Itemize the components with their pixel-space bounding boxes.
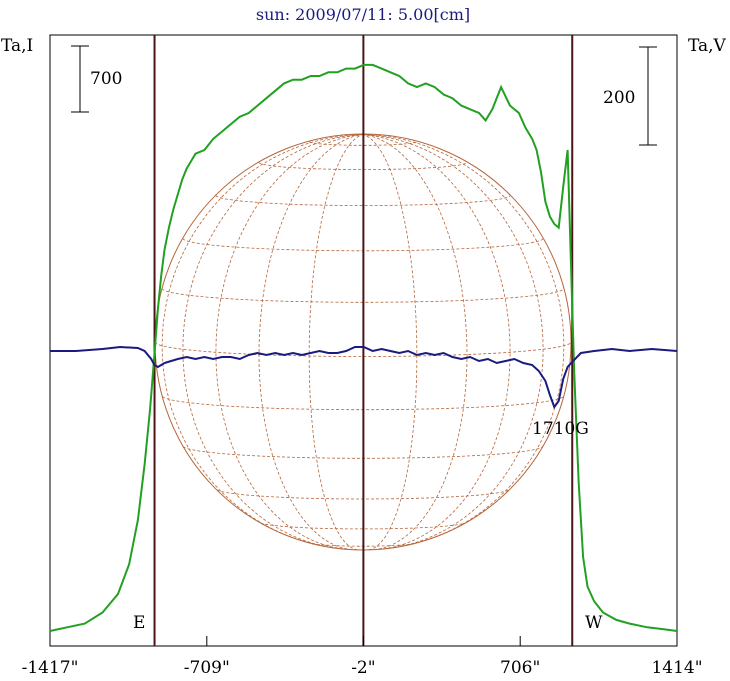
x-tick-label: 1414" (651, 658, 702, 678)
longitude-line (308, 134, 364, 551)
x-tick-label: 706" (500, 658, 540, 678)
latitude-line (215, 195, 511, 206)
x-tick-label: -709" (184, 658, 230, 678)
series-line-intensity (49, 63, 678, 632)
longitude-line (258, 134, 364, 551)
longitude-line (215, 134, 364, 550)
longitude-line (362, 134, 468, 551)
x-tick-label: -2" (351, 658, 375, 678)
right-axis-label: Ta,V (688, 36, 727, 56)
east-label: E (133, 613, 145, 633)
series-line-polarization (50, 345, 678, 410)
x-tick-label: -1417" (22, 658, 79, 678)
longitude-line (362, 134, 511, 550)
west-label: W (585, 613, 603, 633)
longitude-line (362, 134, 544, 549)
scale-bar-left-label: 700 (90, 69, 122, 89)
latitude-line (308, 141, 418, 146)
scale-bar-right-label: 200 (603, 88, 635, 108)
scale-bar-right (639, 46, 657, 146)
annotation-1710g: 1710G (532, 419, 589, 439)
latitude-line (258, 162, 468, 170)
longitude-line (182, 134, 364, 549)
x-axis-tick-labels: -1417" -709" -2" 706" 1414" (22, 658, 703, 678)
x-axis-ticks (49, 636, 678, 646)
series-layer (49, 63, 678, 632)
left-axis-label: Ta,I (1, 36, 33, 56)
scale-bar-left (71, 45, 89, 113)
longitude-line (362, 134, 565, 541)
longitude-line (161, 134, 364, 541)
longitude-line (362, 134, 418, 551)
chart-title: sun: 2009/07/11: 5.00[cm] (256, 5, 470, 24)
latitude-line (260, 522, 466, 530)
